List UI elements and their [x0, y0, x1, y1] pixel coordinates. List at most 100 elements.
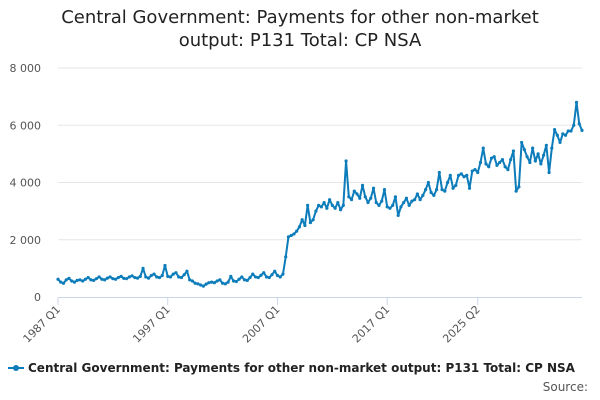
data-point[interactable]: [341, 203, 345, 207]
data-point[interactable]: [103, 278, 107, 282]
data-point[interactable]: [366, 200, 370, 205]
data-point[interactable]: [377, 203, 381, 207]
data-point[interactable]: [410, 199, 414, 203]
data-point[interactable]: [314, 209, 318, 213]
data-point[interactable]: [451, 186, 455, 190]
data-point[interactable]: [286, 235, 291, 239]
data-point[interactable]: [333, 206, 337, 210]
data-point[interactable]: [295, 229, 299, 233]
data-point[interactable]: [179, 275, 184, 280]
data-point[interactable]: [78, 278, 82, 282]
data-point[interactable]: [262, 271, 266, 275]
data-point[interactable]: [498, 160, 502, 165]
data-point[interactable]: [336, 200, 340, 205]
data-point[interactable]: [531, 146, 535, 150]
data-point[interactable]: [550, 146, 554, 150]
data-point[interactable]: [470, 169, 474, 173]
data-point[interactable]: [467, 186, 472, 190]
legend[interactable]: Central Government: Payments for other n…: [8, 361, 575, 375]
data-point[interactable]: [61, 281, 66, 285]
data-point[interactable]: [503, 165, 507, 169]
data-point[interactable]: [105, 276, 109, 280]
data-point[interactable]: [574, 100, 579, 104]
data-point[interactable]: [563, 133, 568, 137]
data-point[interactable]: [445, 180, 450, 185]
data-point[interactable]: [245, 278, 249, 282]
data-point[interactable]: [456, 173, 461, 177]
data-point[interactable]: [349, 198, 354, 202]
data-point[interactable]: [146, 276, 151, 280]
data-point[interactable]: [196, 282, 200, 286]
data-point[interactable]: [514, 189, 518, 193]
data-point[interactable]: [569, 129, 573, 133]
data-point[interactable]: [311, 218, 315, 222]
data-point[interactable]: [541, 153, 546, 157]
data-point[interactable]: [385, 205, 389, 209]
data-point[interactable]: [424, 188, 428, 192]
data-point[interactable]: [555, 133, 559, 137]
data-point[interactable]: [435, 188, 439, 192]
data-point[interactable]: [231, 279, 236, 283]
data-point[interactable]: [352, 189, 356, 193]
data-point[interactable]: [511, 149, 516, 153]
data-point[interactable]: [544, 143, 548, 147]
data-point[interactable]: [388, 206, 392, 210]
data-point[interactable]: [484, 162, 488, 166]
data-point[interactable]: [75, 278, 79, 282]
data-point[interactable]: [355, 192, 359, 196]
data-point[interactable]: [253, 275, 258, 279]
data-point[interactable]: [289, 233, 293, 238]
data-point[interactable]: [67, 276, 71, 280]
data-point[interactable]: [369, 196, 373, 200]
data-point[interactable]: [275, 273, 280, 278]
data-point[interactable]: [517, 185, 521, 189]
data-point[interactable]: [248, 275, 252, 280]
data-point[interactable]: [174, 271, 178, 275]
data-point[interactable]: [487, 165, 491, 169]
data-point[interactable]: [440, 188, 444, 192]
data-point[interactable]: [476, 170, 480, 175]
data-point[interactable]: [522, 147, 526, 152]
data-point[interactable]: [473, 168, 477, 172]
data-point[interactable]: [242, 278, 247, 282]
data-point[interactable]: [223, 282, 227, 286]
data-point[interactable]: [481, 146, 485, 150]
data-point[interactable]: [177, 275, 181, 279]
data-point[interactable]: [119, 274, 123, 278]
data-point[interactable]: [492, 155, 496, 159]
data-point[interactable]: [199, 283, 203, 287]
data-point[interactable]: [500, 158, 505, 162]
data-point[interactable]: [221, 281, 225, 285]
data-point[interactable]: [432, 193, 436, 197]
data-point[interactable]: [284, 255, 288, 259]
data-point[interactable]: [478, 160, 483, 165]
data-point[interactable]: [94, 277, 99, 281]
data-point[interactable]: [100, 277, 104, 281]
data-point[interactable]: [462, 175, 466, 179]
data-point[interactable]: [237, 277, 241, 281]
data-point[interactable]: [396, 213, 400, 218]
data-point[interactable]: [264, 275, 269, 279]
data-point[interactable]: [448, 173, 452, 177]
data-point[interactable]: [382, 188, 387, 192]
data-point[interactable]: [393, 195, 398, 199]
data-point[interactable]: [391, 203, 395, 207]
data-point[interactable]: [509, 158, 513, 162]
data-point[interactable]: [141, 266, 145, 270]
data-point[interactable]: [124, 277, 129, 281]
data-point[interactable]: [188, 278, 192, 282]
data-point[interactable]: [185, 269, 189, 273]
data-point[interactable]: [259, 273, 263, 277]
data-point[interactable]: [292, 232, 296, 236]
data-point[interactable]: [240, 275, 244, 279]
data-point[interactable]: [399, 205, 403, 209]
data-point[interactable]: [465, 173, 469, 177]
data-point[interactable]: [157, 275, 162, 280]
data-point[interactable]: [344, 159, 348, 163]
data-point[interactable]: [111, 277, 115, 281]
data-point[interactable]: [256, 275, 260, 280]
data-point[interactable]: [454, 183, 458, 187]
data-point[interactable]: [319, 205, 323, 209]
data-point[interactable]: [226, 280, 230, 284]
data-point[interactable]: [404, 196, 409, 200]
